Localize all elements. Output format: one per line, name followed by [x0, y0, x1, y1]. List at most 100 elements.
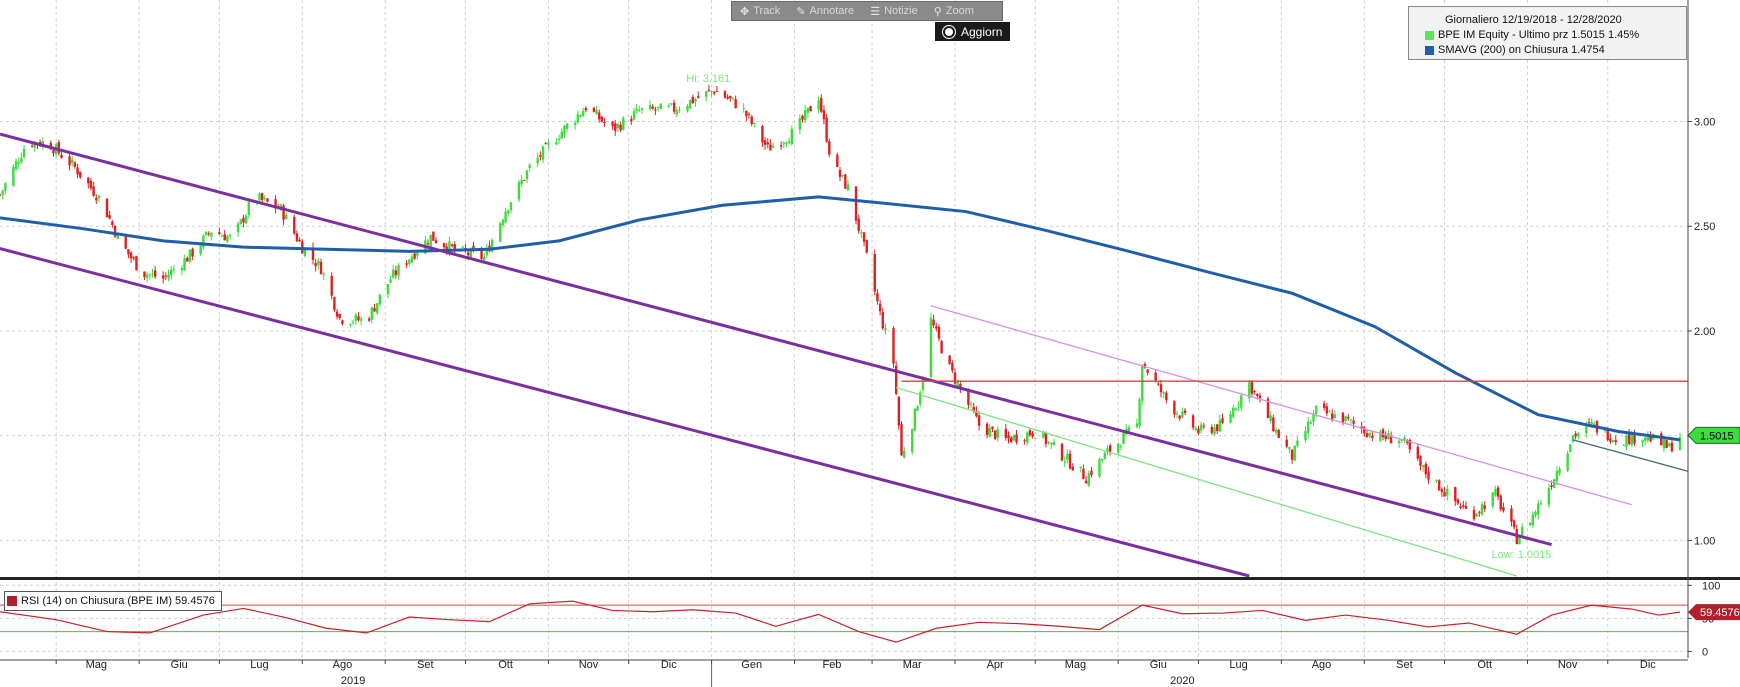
candle-body [1475, 513, 1478, 517]
candle-body [1122, 433, 1125, 445]
rsi-last-value-tag [1688, 604, 1740, 621]
candle-body [977, 415, 981, 426]
month-label: Mag [86, 659, 107, 671]
candle-body [713, 91, 716, 94]
candle-body [499, 223, 502, 242]
legend-entry-price[interactable]: BPE IM Equity - Ultimo prz 1.5015 1.45% [1425, 29, 1639, 41]
candle-body [338, 313, 341, 319]
candle-body [1587, 422, 1591, 424]
toolbar-annotate-button[interactable]: ✎ Annotare [788, 5, 862, 18]
legend-entry-sma[interactable]: SMAVG (200) on Chiusura 1.4754 [1425, 44, 1605, 56]
candle-body [351, 321, 355, 323]
last-price-label: 1.5015 [1700, 430, 1734, 442]
candle-body [79, 171, 82, 178]
candle-body [429, 234, 432, 247]
candle-body [1518, 536, 1521, 545]
candle-body [507, 210, 510, 214]
candle-body [688, 99, 692, 109]
candle-body [1622, 444, 1625, 446]
candle-body [1232, 407, 1235, 417]
candle-body [1347, 417, 1350, 419]
candle-body [753, 122, 756, 124]
candle-body [282, 205, 285, 220]
candle-body [929, 317, 933, 378]
candle-body [523, 179, 526, 181]
toolbar-news-button[interactable]: ☰ Notizie [862, 5, 926, 18]
candle-body [584, 108, 588, 111]
candle-body [1079, 466, 1082, 469]
candle-body [804, 109, 807, 121]
candle-body [1071, 466, 1074, 471]
candle-body [485, 247, 489, 256]
candle-body [394, 270, 398, 276]
candle-body [1363, 427, 1366, 434]
candle-body [707, 89, 711, 91]
candle-body [1670, 442, 1674, 452]
candle-body [1472, 509, 1476, 520]
candle-body [576, 114, 580, 123]
candle-body [1421, 465, 1425, 468]
candle-body [1630, 432, 1634, 446]
candle-body [1491, 492, 1494, 507]
candle-body [1116, 443, 1120, 453]
toolbar-track-button[interactable]: ✥ Track [732, 5, 788, 18]
candle-body [1012, 435, 1016, 441]
candle-body [715, 91, 719, 93]
candle-body [729, 95, 732, 99]
sma200-line [0, 195, 1681, 442]
candle-body [723, 91, 727, 98]
price-tick-label: 3.00 [1694, 116, 1715, 128]
toolbar-zoom-button[interactable]: ⚲ Zoom [926, 5, 982, 18]
candle-body [1194, 427, 1197, 430]
candle-body [1103, 452, 1107, 460]
candle-body [450, 244, 454, 246]
candle-body [1034, 437, 1037, 439]
candle-body [1004, 428, 1008, 438]
candle-body [504, 211, 507, 223]
candle-body [763, 140, 767, 145]
candle-body [1138, 399, 1141, 427]
candle-body [1213, 426, 1216, 435]
candle-body [1215, 424, 1219, 432]
candle-body [817, 100, 820, 110]
candle-body [97, 195, 101, 199]
month-label: Ott [498, 659, 513, 671]
candle-body [913, 408, 917, 431]
candle-body [1539, 503, 1543, 505]
candle-body [1050, 442, 1053, 445]
candle-body [1290, 449, 1294, 460]
candle-body [386, 283, 390, 295]
candle-body [453, 244, 456, 250]
candle-body [375, 303, 379, 313]
candle-body [108, 215, 111, 219]
candle-body [528, 164, 531, 169]
candle-body [263, 197, 267, 199]
candle-body [210, 232, 213, 237]
candle-body [148, 274, 152, 276]
candle-body [1119, 446, 1123, 448]
candle-body [41, 141, 45, 147]
candle-body [953, 372, 957, 384]
trendline [0, 132, 1552, 547]
refresh-button[interactable]: Aggiorn [935, 22, 1011, 41]
candle-body [1571, 435, 1575, 442]
candle-body [1531, 514, 1535, 526]
candle-body [1082, 468, 1085, 480]
candle-body [1668, 443, 1671, 447]
candle-body [1250, 380, 1254, 394]
candle-body [295, 233, 299, 241]
candle-body [555, 142, 558, 145]
candle-body [111, 221, 114, 226]
year-label: 2019 [341, 675, 365, 687]
candle-body [4, 183, 7, 191]
candle-body [884, 328, 887, 331]
candle-body [127, 249, 130, 255]
candle-body [354, 314, 357, 321]
month-label: Nov [579, 659, 599, 671]
candle-body [469, 248, 473, 259]
candle-body [547, 142, 550, 145]
candle-body [1483, 505, 1486, 509]
candle-body [466, 252, 470, 256]
candle-body [202, 235, 205, 248]
month-label: Gen [741, 659, 762, 671]
